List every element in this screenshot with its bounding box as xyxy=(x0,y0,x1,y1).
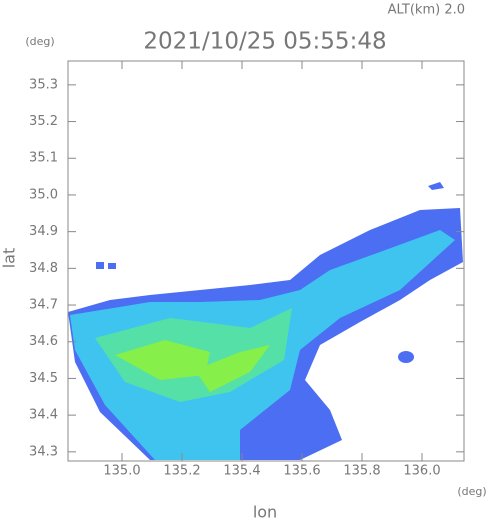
annotation: ALT(km) 2.0 xyxy=(388,3,465,18)
y-tick-label: 34.5 xyxy=(29,371,58,386)
y-axis-label: lat xyxy=(0,248,19,269)
y-tick-label: 34.4 xyxy=(29,408,58,423)
x-tick-label: 135.4 xyxy=(223,464,260,479)
x-tick-label: 135.8 xyxy=(343,464,380,479)
plot-frame xyxy=(67,60,465,462)
y-tick-label: 35.0 xyxy=(29,187,58,202)
x-tick-label: 135.0 xyxy=(103,464,140,479)
radar-echo xyxy=(68,182,463,460)
y-tick-label: 34.8 xyxy=(29,261,58,276)
y-tick-label: 35.1 xyxy=(29,151,58,166)
x-tick-label: 135.2 xyxy=(163,464,200,479)
x-unit: (deg) xyxy=(457,485,486,498)
y-tick-label: 34.9 xyxy=(29,224,58,239)
x-axis-label: lon xyxy=(253,503,277,521)
y-tick-label: 34.3 xyxy=(29,444,58,459)
chart-title: 2021/10/25 05:55:48 xyxy=(143,29,386,55)
y-tick-label: 34.6 xyxy=(29,334,58,349)
y-unit: (deg) xyxy=(25,35,54,48)
x-tick-label: 136.0 xyxy=(403,464,440,479)
y-tick-label: 34.7 xyxy=(29,298,58,313)
y-tick-label: 35.3 xyxy=(29,77,58,92)
x-tick-label: 135.6 xyxy=(283,464,320,479)
y-tick-label: 35.2 xyxy=(29,114,58,129)
